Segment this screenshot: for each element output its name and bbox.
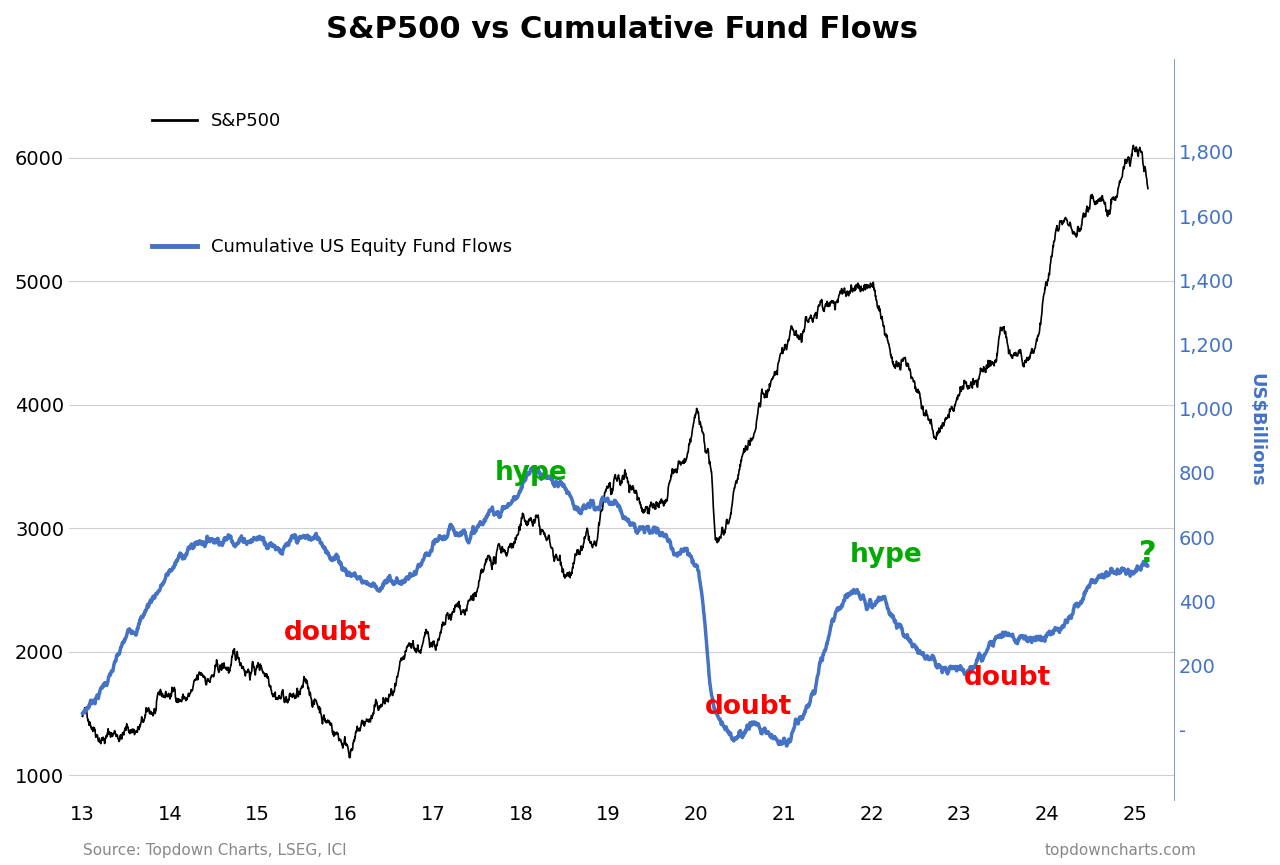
Text: topdowncharts.com: topdowncharts.com [1044, 843, 1197, 857]
Text: ?: ? [1139, 539, 1157, 567]
Text: Source: Topdown Charts, LSEG, ICI: Source: Topdown Charts, LSEG, ICI [83, 843, 347, 857]
Y-axis label: US$Billions: US$Billions [1247, 373, 1265, 486]
Text: doubt: doubt [964, 665, 1051, 691]
Text: doubt: doubt [705, 694, 792, 721]
Legend: Cumulative US Equity Fund Flows: Cumulative US Equity Fund Flows [145, 231, 520, 264]
Text: hype: hype [494, 460, 567, 486]
Text: doubt: doubt [284, 620, 371, 646]
Title: S&P500 vs Cumulative Fund Flows: S&P500 vs Cumulative Fund Flows [325, 15, 918, 44]
Text: hype: hype [850, 541, 923, 567]
